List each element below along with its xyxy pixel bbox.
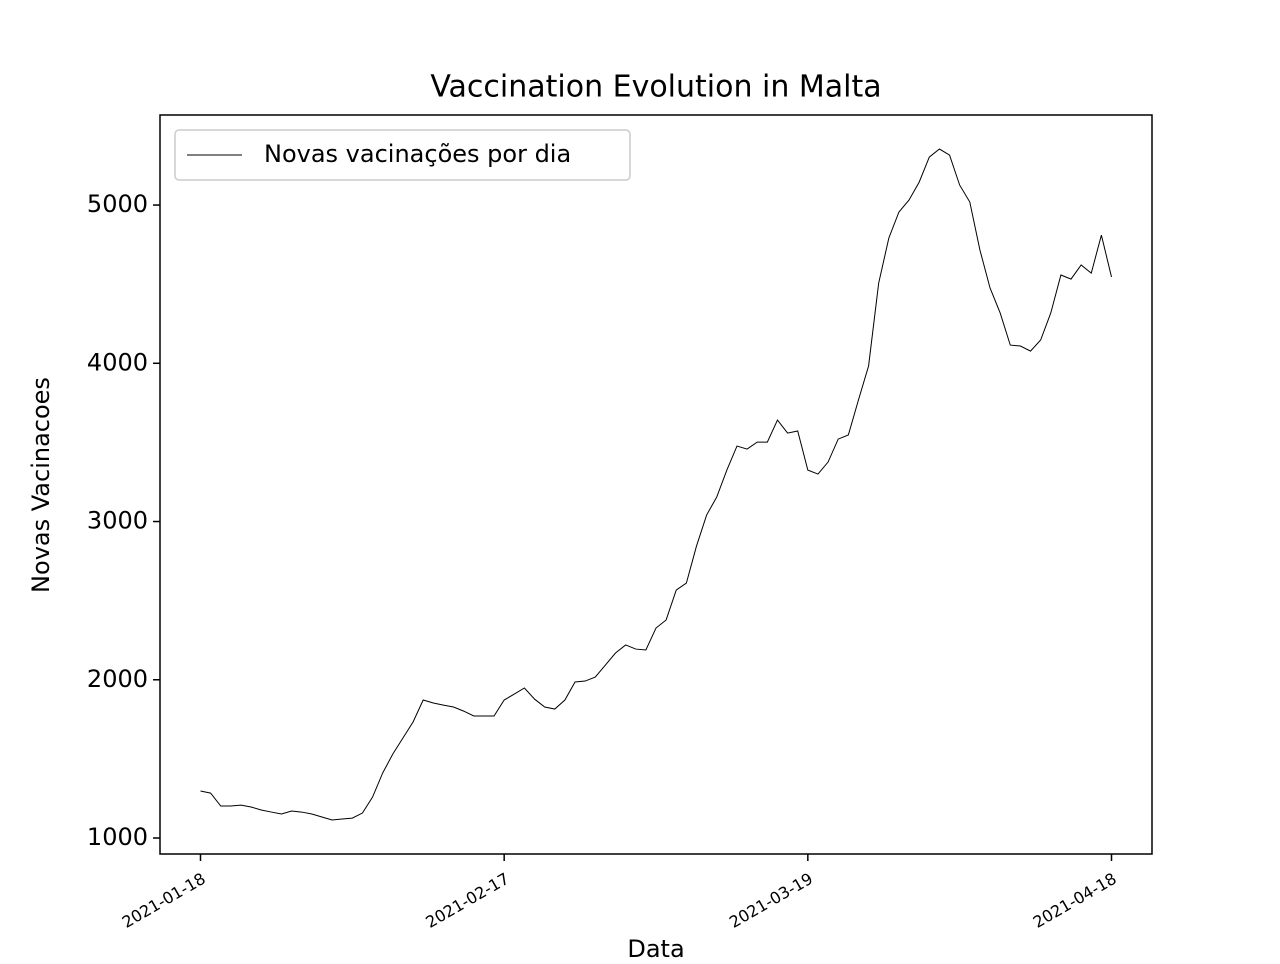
y-tick-label: 5000 xyxy=(87,190,148,218)
x-tick-label: 2021-01-18 xyxy=(119,869,209,932)
x-tick-label: 2021-02-17 xyxy=(422,869,512,932)
x-axis-label: Data xyxy=(627,935,684,960)
legend-box xyxy=(174,129,631,181)
chart-title: Vaccination Evolution in Malta xyxy=(430,70,881,105)
y-axis-label: Novas Vacinacoes xyxy=(27,377,55,593)
legend-label: Novas vacinações por dia xyxy=(264,140,571,168)
plot-frame xyxy=(159,114,1153,855)
data-line xyxy=(200,148,1112,821)
y-tick-label: 1000 xyxy=(87,823,148,851)
x-tick-label: 2021-04-18 xyxy=(1030,869,1120,932)
y-tick-label: 2000 xyxy=(87,665,148,693)
y-tick-label: 3000 xyxy=(87,507,148,535)
y-tick-label: 4000 xyxy=(87,348,148,376)
x-tick-label: 2021-03-19 xyxy=(726,869,816,932)
